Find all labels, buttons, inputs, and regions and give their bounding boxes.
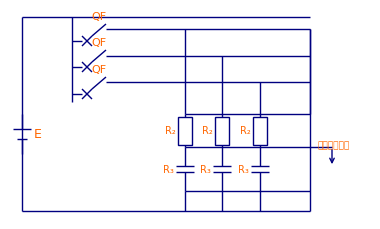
Text: QF: QF	[92, 65, 106, 75]
Text: R₃: R₃	[163, 164, 174, 174]
Text: R₃: R₃	[200, 164, 211, 174]
Text: QF: QF	[92, 12, 106, 22]
Text: R₃: R₃	[238, 164, 249, 174]
Text: R₂: R₂	[165, 126, 176, 136]
Text: R₂: R₂	[202, 126, 213, 136]
Text: 抽取三相信号: 抽取三相信号	[318, 141, 350, 150]
Text: R₂: R₂	[240, 126, 251, 136]
FancyBboxPatch shape	[253, 117, 267, 145]
Text: QF: QF	[92, 38, 106, 48]
FancyBboxPatch shape	[178, 117, 192, 145]
Text: E: E	[34, 128, 42, 141]
FancyBboxPatch shape	[215, 117, 229, 145]
